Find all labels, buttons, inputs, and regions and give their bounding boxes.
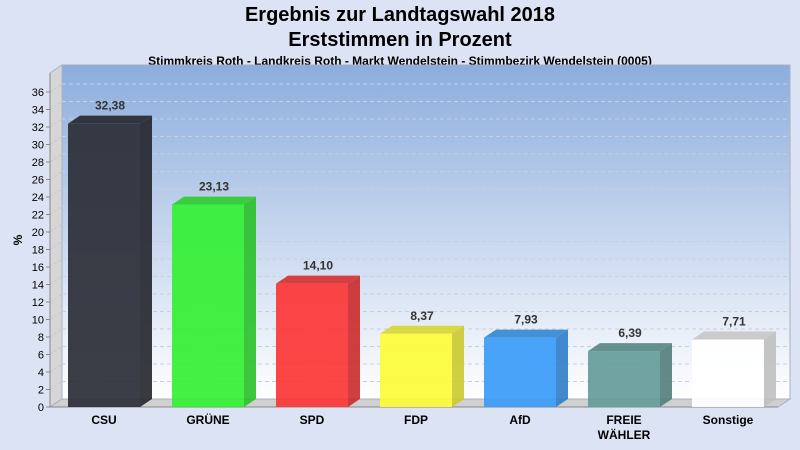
y-tick-label: 16 [32, 262, 44, 274]
grid-line-side [49, 311, 63, 320]
bar-side [348, 275, 360, 407]
grid-line-side [49, 363, 63, 373]
grid-line-side [49, 293, 63, 303]
y-tick-label: 32 [32, 122, 44, 134]
bar-side [452, 325, 464, 407]
grid-line-side [49, 381, 63, 390]
bar-side [764, 331, 776, 407]
data-label: 32,38 [95, 99, 125, 113]
bar-spd [276, 275, 360, 407]
y-tick-label: 22 [32, 210, 44, 222]
bar-freie-wähler [588, 343, 672, 407]
grid-line-side [49, 136, 63, 145]
y-tick-label: 14 [32, 280, 44, 292]
y-tick-label: 26 [32, 175, 44, 187]
bar-front [484, 337, 556, 407]
bar-top [68, 115, 152, 124]
data-label: 6,39 [618, 326, 642, 340]
bar-side [660, 343, 672, 407]
data-label: 23,13 [199, 180, 229, 194]
y-axis-label: % [11, 234, 25, 245]
data-label: 14,10 [303, 259, 333, 273]
bar-top [380, 325, 464, 334]
grid-line-side [49, 258, 63, 268]
bar-top [588, 343, 672, 352]
data-label: 7,93 [514, 313, 538, 327]
y-tick-label: 4 [38, 367, 44, 379]
y-tick-label: 2 [38, 385, 44, 397]
y-tick-label: 28 [32, 157, 44, 169]
bar-front [172, 204, 244, 407]
bar-top [276, 275, 360, 284]
bar-top [692, 331, 776, 340]
grid-line-side [49, 223, 63, 233]
x-tick-label: SPD [300, 413, 325, 427]
bar-front [380, 333, 452, 407]
grid-line-side [49, 118, 63, 128]
bar-fdp [380, 325, 464, 407]
grid-line-side [49, 171, 63, 180]
y-tick-label: 0 [38, 402, 44, 414]
data-label: 7,71 [722, 315, 746, 329]
y-tick-label: 20 [32, 227, 44, 239]
bar-front [692, 339, 764, 407]
y-tick-label: 12 [32, 297, 44, 309]
grid-line-side [49, 83, 63, 93]
grid-line-side [49, 188, 63, 198]
y-tick-label: 10 [32, 315, 44, 327]
y-tick-label: 30 [32, 140, 44, 152]
bar-side [140, 115, 152, 408]
bar-csu [68, 115, 152, 408]
data-label: 8,37 [410, 309, 434, 323]
grid-line-side [49, 153, 63, 163]
x-tick-label: Sonstige [703, 413, 754, 427]
bar-sonstige [692, 331, 776, 407]
x-tick-label: CSU [91, 413, 116, 427]
grid-line-side [49, 101, 63, 110]
chart-title: Ergebnis zur Landtagswahl 2018 [244, 4, 556, 26]
bar-grüne [172, 196, 256, 407]
bar-top [484, 329, 568, 338]
plot-left-wall [49, 64, 63, 408]
x-tick-label: FREIE [606, 413, 641, 427]
y-tick-label: 24 [32, 192, 44, 204]
bar-side [244, 196, 256, 407]
x-tick-label: WÄHLER [598, 427, 651, 442]
bar-top [172, 196, 256, 205]
y-tick-label: 6 [38, 350, 44, 362]
grid-line-side [49, 276, 63, 285]
y-tick-label: 36 [32, 87, 44, 99]
x-tick-label: FDP [404, 413, 428, 427]
chart-subtitle: Erststimmen in Prozent [288, 29, 512, 51]
bar-front [68, 123, 140, 408]
grid-line-side [49, 206, 63, 215]
x-tick-label: GRÜNE [186, 412, 229, 427]
x-tick-label: AfD [509, 413, 531, 427]
bar-afd [484, 329, 568, 407]
bar-front [276, 283, 348, 407]
grid-line-side [49, 328, 63, 338]
bar-side [556, 329, 568, 407]
grid-line-side [49, 241, 63, 250]
grid-line-side [49, 346, 63, 355]
bar-front [588, 351, 660, 407]
y-tick-label: 34 [32, 105, 44, 117]
y-tick-label: 18 [32, 245, 44, 257]
y-tick-label: 8 [38, 332, 44, 344]
